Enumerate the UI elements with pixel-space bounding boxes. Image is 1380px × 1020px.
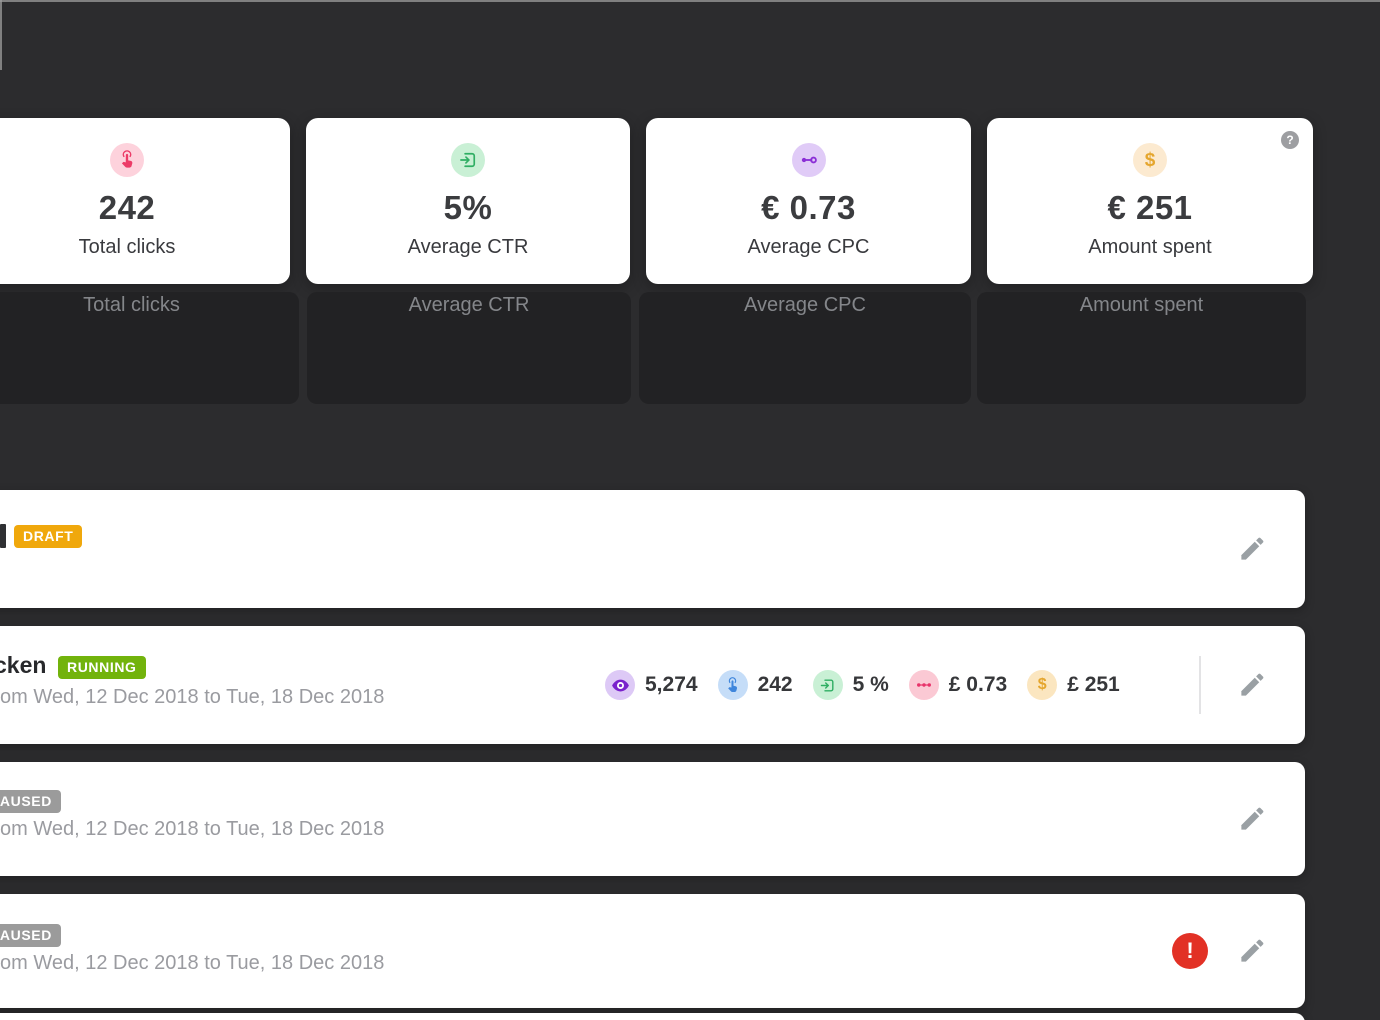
stat-cpc: £ 0.73 (908, 670, 1008, 700)
faded-label: Amount spent (1079, 294, 1204, 316)
summary-card-total-clicks: 242 Total clicks (0, 118, 290, 284)
key-icon (791, 143, 826, 177)
campaign-name: cken (0, 652, 47, 678)
average-cpc-value: € 0.73 (761, 189, 856, 226)
stat-spent: $ £ 251 (1027, 670, 1120, 700)
campaign-name-fragment (0, 524, 6, 548)
cpc-value: £ 0.73 (948, 673, 1008, 696)
campaign-row-partial[interactable] (0, 1013, 1305, 1020)
error-alert-icon[interactable]: ! (1172, 933, 1208, 969)
faded-label: Average CTR (408, 294, 530, 316)
status-badge-running: RUNNING (58, 656, 146, 679)
faded-card-average-ctr: Average CTR (307, 292, 631, 404)
campaign-date-range: om Wed, 12 Dec 2018 to Tue, 18 Dec 2018 (0, 818, 385, 840)
campaign-date-range: om Wed, 12 Dec 2018 to Tue, 18 Dec 2018 (0, 952, 385, 974)
average-ctr-label: Average CTR (407, 236, 529, 258)
campaign-row-draft[interactable]: DRAFT (0, 490, 1305, 608)
stat-clicks: 242 (717, 670, 793, 700)
total-clicks-value: 242 (98, 189, 156, 226)
amount-spent-value: € 251 (1107, 189, 1193, 226)
ctr-value: 5 % (852, 673, 889, 696)
total-clicks-label: Total clicks (78, 236, 176, 258)
stats-divider (1199, 656, 1201, 714)
status-badge-paused: PAUSED (0, 924, 61, 947)
dollar-icon: $ (1027, 670, 1058, 700)
tap-icon (110, 143, 144, 177)
edit-pencil-icon[interactable] (1237, 936, 1267, 966)
campaign-date-range: om Wed, 12 Dec 2018 to Tue, 18 Dec 2018 (0, 686, 385, 708)
amount-spent-label: Amount spent (1088, 236, 1212, 258)
dots-icon (908, 670, 939, 700)
campaign-row-paused-error[interactable]: PAUSED om Wed, 12 Dec 2018 to Tue, 18 De… (0, 894, 1305, 1008)
window-left-edge (0, 0, 2, 70)
enter-icon (812, 670, 843, 700)
tap-icon (717, 670, 748, 700)
campaign-stats: 5,274 242 5 (605, 670, 1140, 700)
summary-card-average-cpc: € 0.73 Average CPC (646, 118, 971, 284)
faded-card-total-clicks: Total clicks (0, 292, 299, 404)
stat-impressions: 5,274 (605, 670, 698, 700)
edit-pencil-icon[interactable] (1237, 670, 1267, 700)
faded-label: Average CPC (744, 294, 866, 316)
dollar-icon: $ (1133, 143, 1167, 177)
edit-pencil-icon[interactable] (1237, 534, 1267, 564)
average-ctr-value: 5% (443, 189, 493, 226)
window-top-edge (0, 0, 1380, 2)
campaign-row-paused[interactable]: PAUSED om Wed, 12 Dec 2018 to Tue, 18 De… (0, 762, 1305, 876)
summary-card-amount-spent: ? $ € 251 Amount spent (987, 118, 1313, 284)
impressions-value: 5,274 (645, 673, 698, 696)
clicks-value: 242 (757, 673, 793, 696)
help-icon[interactable]: ? (1281, 131, 1299, 149)
faded-card-amount-spent: Amount spent (977, 292, 1306, 404)
faded-label: Total clicks (83, 294, 180, 316)
spent-value: £ 251 (1067, 673, 1120, 696)
campaign-row-running[interactable]: cken RUNNING om Wed, 12 Dec 2018 to Tue,… (0, 626, 1305, 744)
status-badge-draft: DRAFT (14, 525, 83, 548)
eye-icon (605, 670, 635, 700)
stat-ctr: 5 % (812, 670, 889, 700)
status-badge-paused: PAUSED (0, 790, 61, 813)
edit-pencil-icon[interactable] (1237, 804, 1267, 834)
average-cpc-label: Average CPC (747, 236, 870, 258)
summary-card-average-ctr: 5% Average CTR (306, 118, 630, 284)
faded-card-average-cpc: Average CPC (639, 292, 971, 404)
enter-icon (451, 143, 485, 177)
